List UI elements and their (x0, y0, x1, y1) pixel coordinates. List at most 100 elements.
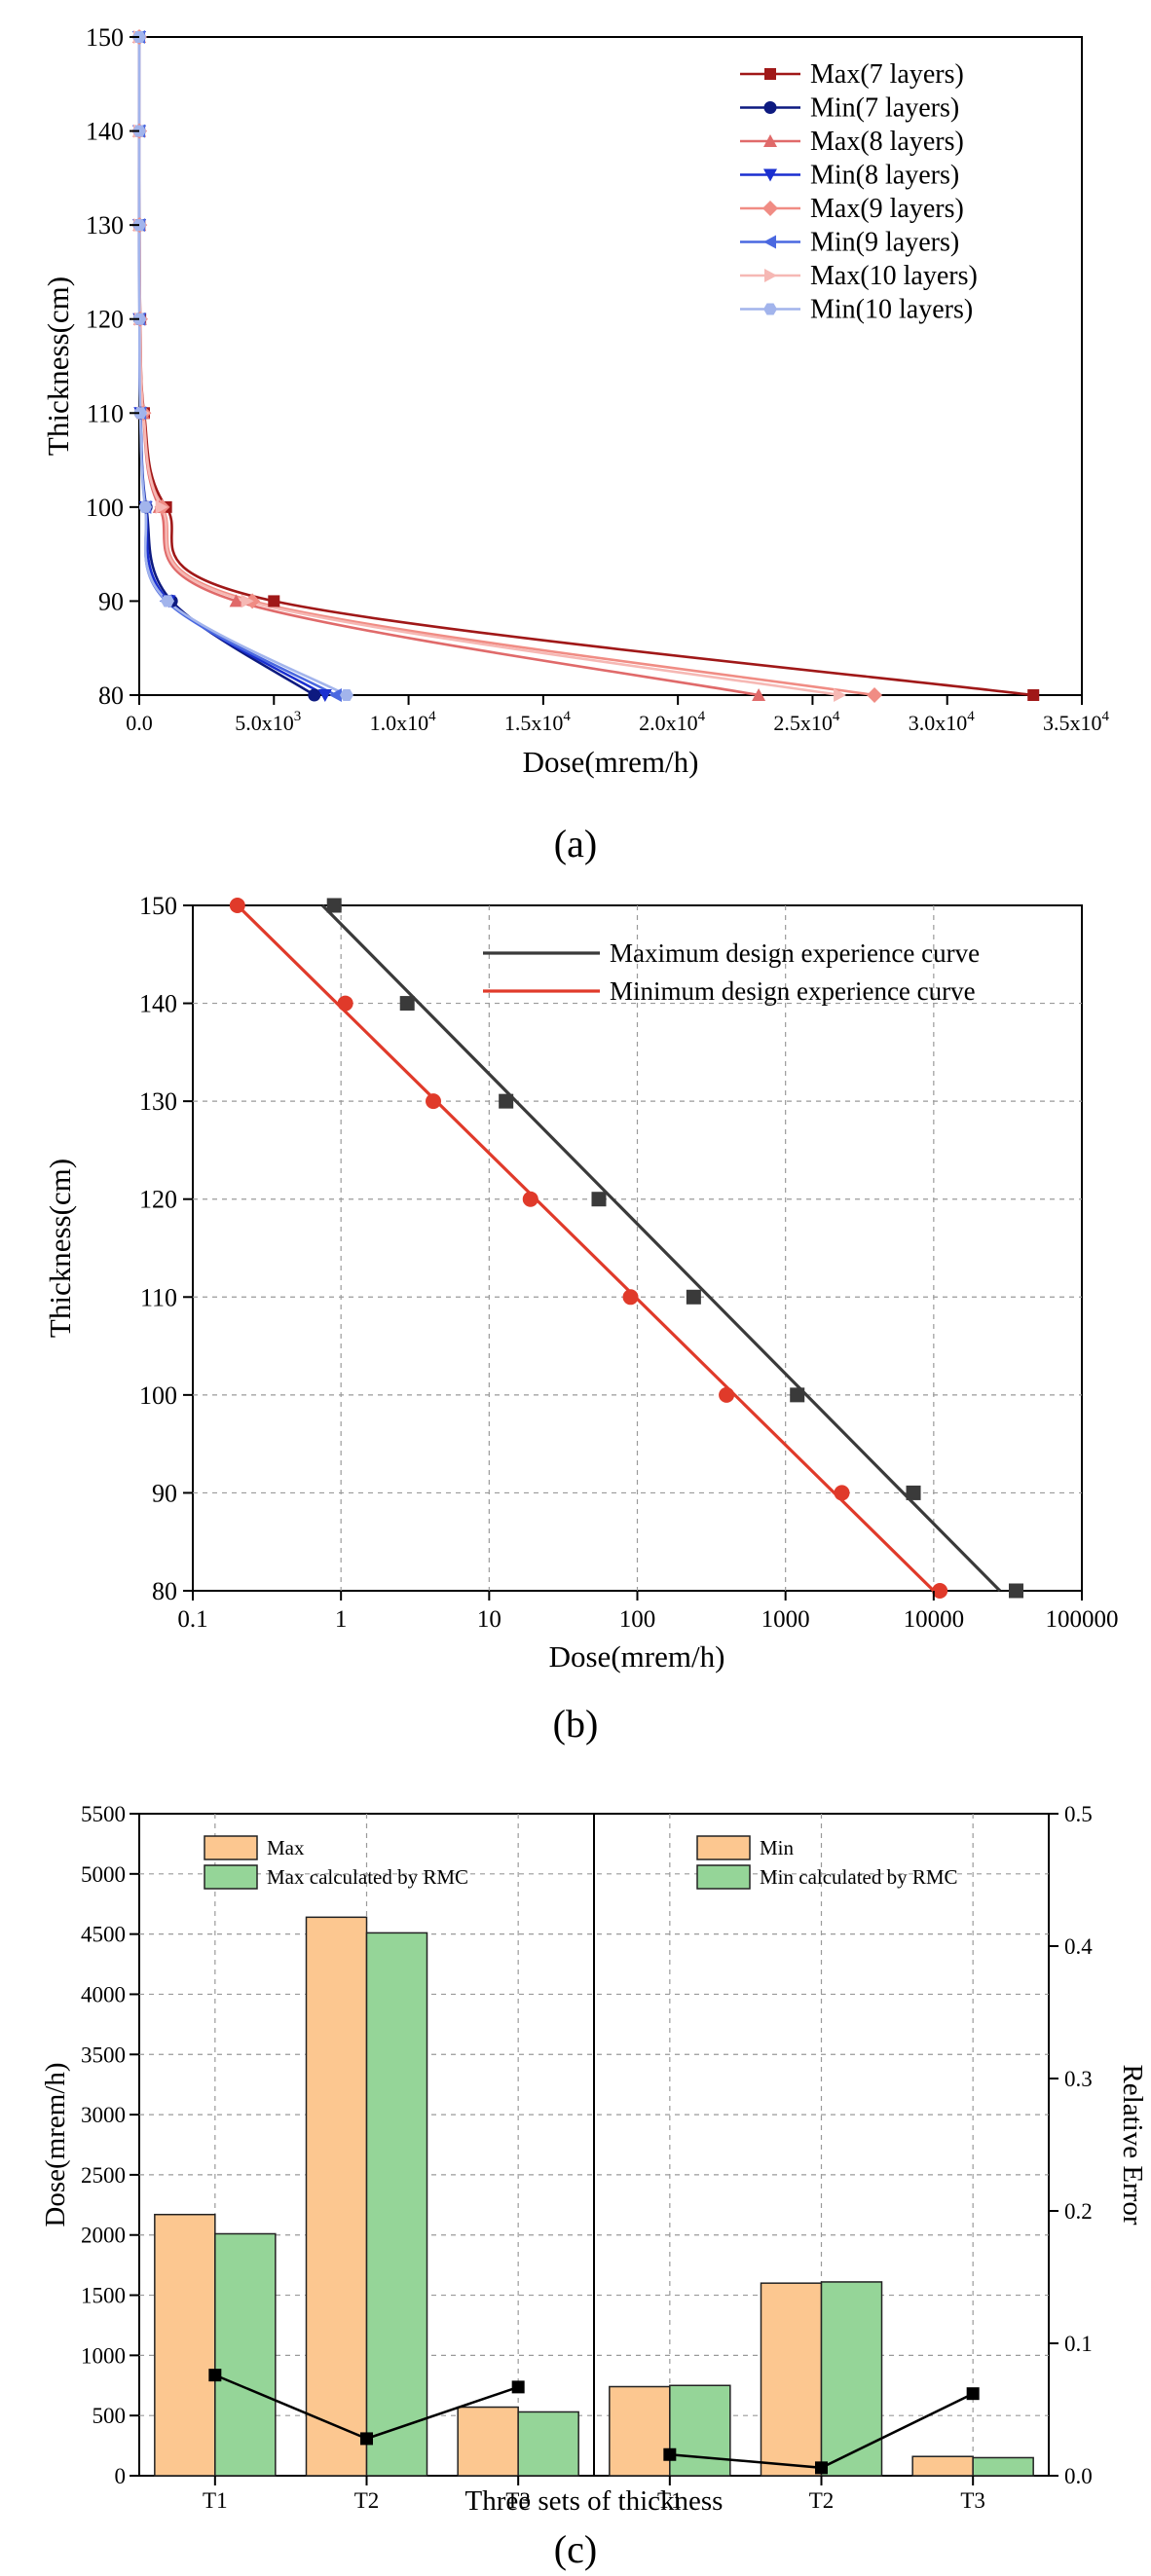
panel-c-y2-tick-label: 0.5 (1064, 1802, 1093, 1826)
panel-b-point-maximum-design-experience-curve-6 (399, 996, 415, 1012)
panel-c-error-point-3 (663, 2447, 677, 2461)
panel-c-y-tick-label: 5000 (81, 1862, 126, 1887)
panel-b-y-tick-label: 80 (152, 1577, 177, 1605)
panel-c-legend-label-left-1: Max calculated by RMC (267, 1865, 468, 1889)
panel-b-y-axis-label: Thickness(cm) (43, 1159, 77, 1338)
panel-c-bar-calculated-by-rmc-1 (365, 1932, 428, 2477)
panel-c-bar-calculated-by-rmc-4 (820, 2281, 883, 2477)
panel-a-legend-label-min-10-layers: Min(10 layers) (810, 295, 973, 325)
panel-a-legend-label-min-9-layers: Min(9 layers) (810, 228, 959, 258)
panel-a-y-tick-label: 150 (86, 23, 124, 52)
panel-a-point-min-8-layers-0 (317, 689, 332, 702)
panel-a-point-min-10-layers-1 (161, 595, 175, 607)
panel-c-y-tick-label: 2500 (81, 2163, 126, 2188)
panel-b-y-tick-label: 120 (139, 1186, 177, 1214)
panel-c-x-tick-label: T2 (354, 2488, 380, 2513)
panel-a-x-tick-label: 1.5x104 (504, 709, 572, 735)
panel-c-y-tick-label: 2000 (81, 2224, 126, 2248)
panel-b-log-chart: 0.1 1 10 100 1000 10000 100000 809010011012013… (43, 892, 1119, 1746)
panel-b-fit-line-maximum-design-experience-curve (321, 903, 1002, 1593)
panel-c-y-tick-label: 0 (115, 2464, 127, 2488)
panel-a-legend-marker-max-8-layers (763, 134, 777, 147)
panel-a-x-tick-label: 0.0 (126, 711, 153, 735)
panel-a-point-min-9-layers-0 (328, 688, 342, 702)
panel-c-bar-reference-3 (609, 2385, 671, 2477)
panel-c-legend: Max Max calculated by RMC Min Min calculate… (204, 1835, 958, 1890)
panel-a-line-chart: 0.0 5.0x103 1.0x104 1.5x104 2.0x104 2.5x104 3.… (41, 23, 1110, 865)
panel-b-point-minimum-design-experience-curve-4 (522, 1191, 538, 1207)
panel-c-y-ticks: 0 500 1000 1500 2000 2500 3000 3500 4000 4500 5000… (81, 1802, 139, 2488)
panel-b-x-tick-label: 0.1 (177, 1606, 207, 1633)
panel-c-y-tick-label: 4500 (81, 1923, 126, 1947)
panel-b-point-maximum-design-experience-curve-2 (790, 1387, 805, 1403)
panel-c-error-point-4 (815, 2461, 828, 2475)
panel-c-bar-calculated-by-rmc-5 (972, 2456, 1034, 2477)
panel-c-y2-axis-label: Relative Error (1117, 2064, 1148, 2225)
panel-b-y-tick-label: 110 (140, 1283, 177, 1311)
panel-a-label: (a) (554, 822, 597, 865)
panel-b-x-tick-label: 100000 (1046, 1606, 1119, 1633)
panel-a-curve-min-10-layers (137, 37, 348, 697)
panel-a-legend-marker-max-10-layers (764, 269, 777, 282)
panel-c-bar-chart: T1 T2 T3 T1 T2 T3 0 500 1000 1500 2000 2500 3000 350… (40, 1802, 1148, 2571)
panel-a-y-tick-label: 130 (86, 211, 124, 239)
panel-c-y-tick-label: 5500 (81, 1802, 126, 1826)
panel-b-x-tick-label: 100 (619, 1606, 656, 1633)
panel-a-point-max-10-layers-1 (241, 594, 254, 608)
panel-c-y-tick-label: 1500 (81, 2284, 126, 2308)
panel-b-point-minimum-design-experience-curve-1 (834, 1485, 850, 1501)
panel-a-x-tick-label: 1.0x104 (370, 709, 437, 735)
panel-c-error-point-0 (208, 2369, 222, 2382)
panel-c-x-tick-label: T1 (657, 2488, 683, 2513)
panel-c-error-point-2 (511, 2380, 525, 2394)
panel-b-x-tick-label: 10000 (904, 1606, 965, 1633)
panel-b-y-tick-label: 150 (139, 892, 177, 920)
panel-b-y-tick-label: 130 (139, 1087, 177, 1116)
panel-a-x-tick-label: 3.5x104 (1043, 709, 1110, 735)
panel-b-y-tick-label: 90 (152, 1479, 177, 1507)
panel-a-legend-marker-max-9-layers (762, 201, 778, 216)
panel-a-markers (131, 29, 1040, 703)
panel-a-y-tick-label: 90 (98, 587, 124, 615)
panel-a-y-ticks: 80 90 100 110 120 130 140 150 (86, 23, 139, 710)
panel-c-y-tick-label: 3500 (81, 2042, 126, 2067)
panel-a-legend-marker-min-8-layers (763, 168, 777, 182)
panel-a-y-tick-label: 140 (86, 118, 124, 146)
panel-c-legend-swatch-left-0 (204, 1835, 258, 1860)
panel-a-point-min-10-layers-2 (138, 500, 153, 513)
panel-b-markers (229, 898, 1023, 1599)
panel-b-y-ticks: 80 90 100 110 120 130 140 150 (139, 892, 193, 1605)
panel-a-point-max-7-layers-1 (268, 595, 280, 607)
panel-b-legend: Maximum design experience curve Minimum d… (483, 938, 980, 1006)
panel-b-legend-label-minimum-design-experience-curve: Minimum design experience curve (610, 976, 976, 1006)
panel-b-point-maximum-design-experience-curve-3 (686, 1289, 701, 1305)
panel-a-point-min-10-layers-4 (132, 313, 147, 325)
panel-a-x-axis-label: Dose(mrem/h) (523, 745, 699, 779)
panel-b-point-maximum-design-experience-curve-1 (906, 1485, 921, 1500)
panel-c-relative-error-line (208, 2369, 980, 2475)
panel-c-y-tick-label: 3000 (81, 2103, 126, 2127)
panel-a-legend-marker-min-9-layers (763, 235, 776, 249)
panel-a-point-min-10-layers-0 (339, 688, 353, 702)
panel-a-point-max-9-layers-0 (867, 687, 883, 703)
panel-c-y2-tick-label: 0.3 (1064, 2067, 1093, 2091)
panel-c-x-axis-label: Three sets of thickness (465, 2485, 724, 2517)
panel-c-legend-label-right-0: Min (760, 1836, 795, 1859)
panel-b-point-minimum-design-experience-curve-5 (426, 1093, 442, 1110)
panel-a-point-max-10-layers-0 (834, 688, 847, 702)
panel-c-y-tick-label: 1000 (81, 2343, 126, 2368)
panel-b-point-maximum-design-experience-curve-0 (1008, 1583, 1023, 1599)
panel-a-point-min-10-layers-7 (132, 30, 147, 44)
panel-b-fit-line-minimum-design-experience-curve (236, 903, 935, 1593)
panel-c-legend-swatch-left-1 (204, 1864, 258, 1890)
panel-c-x-tick-label: T3 (505, 2488, 531, 2513)
panel-a-x-tick-label: 5.0x103 (235, 709, 301, 735)
panel-a-legend-label-max-8-layers: Max(8 layers) (810, 127, 964, 157)
panel-a-legend-marker-min-7-layers (763, 101, 777, 114)
panel-a-legend-label-max-10-layers: Max(10 layers) (810, 261, 978, 291)
panel-a-point-min-10-layers-5 (132, 219, 147, 232)
panel-c-x-ticks: T1 T2 T3 T1 T2 T3 (203, 2476, 985, 2513)
panel-a-y-tick-label: 110 (87, 399, 124, 427)
panel-a-legend-label-min-8-layers: Min(8 layers) (810, 161, 959, 191)
panel-c-error-point-1 (360, 2432, 373, 2446)
